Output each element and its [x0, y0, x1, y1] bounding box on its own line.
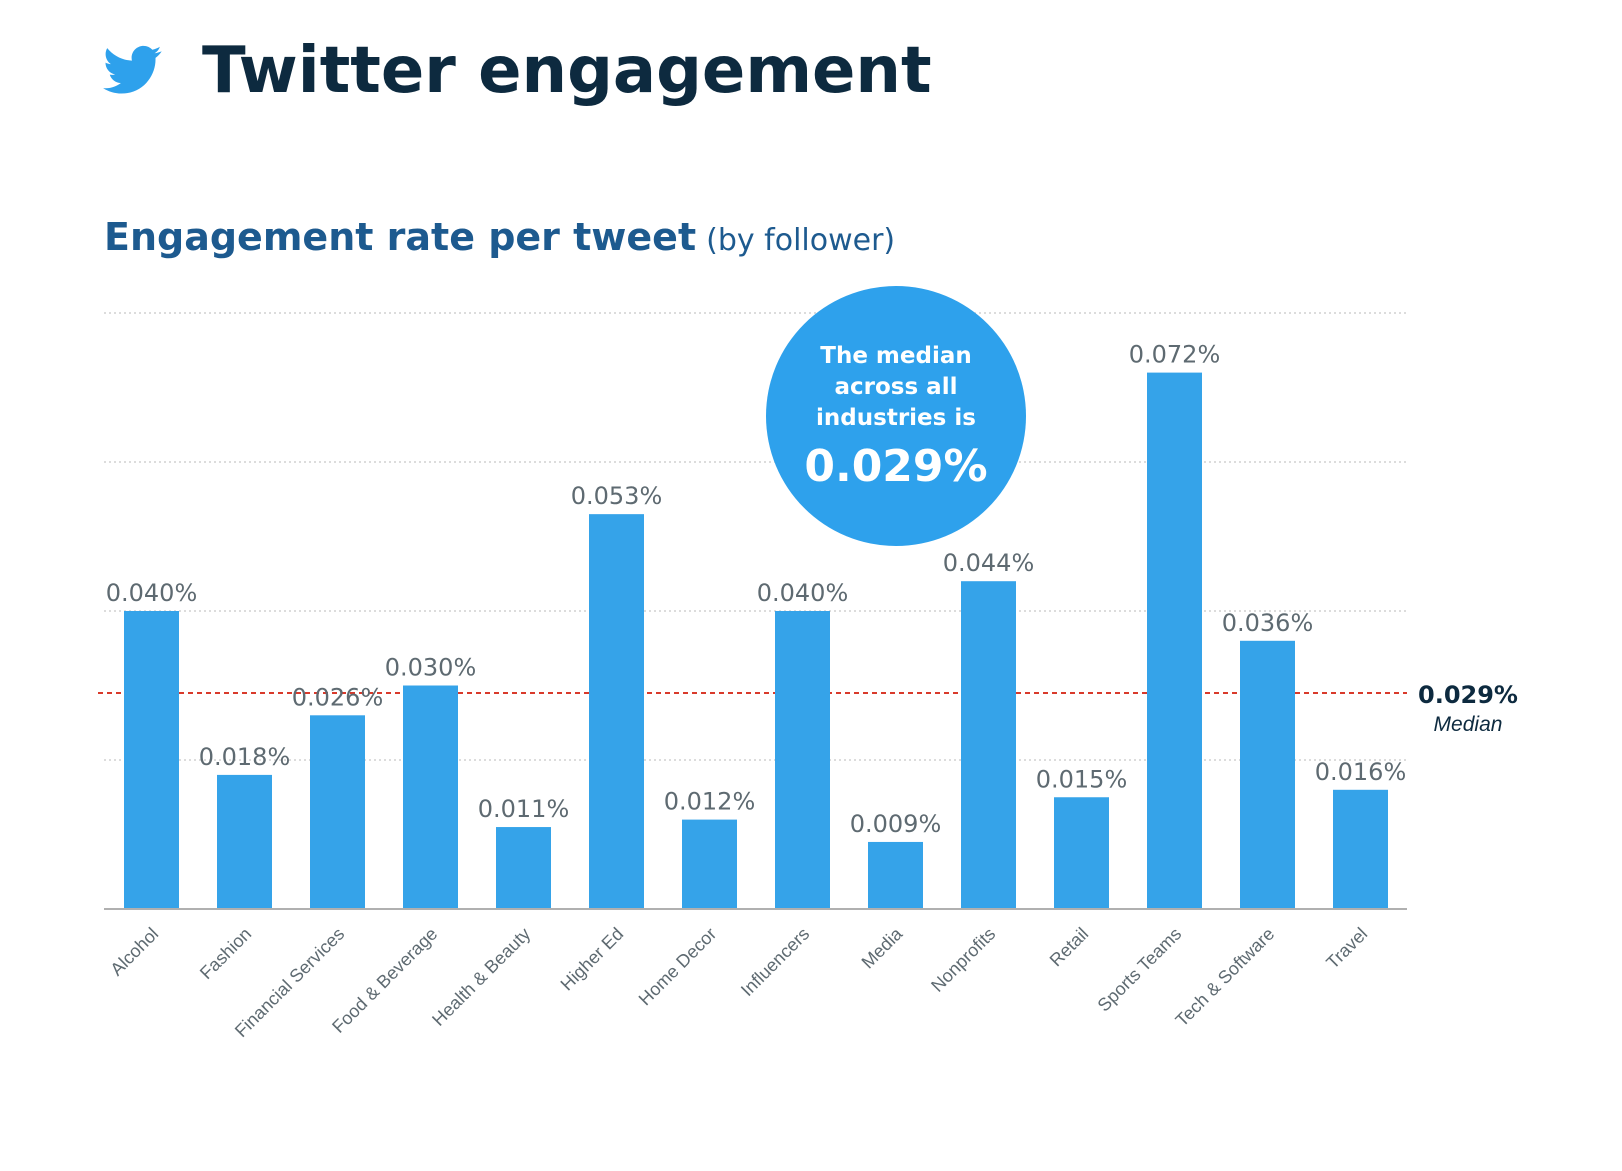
bar-health-beauty [496, 827, 551, 909]
bar-travel [1333, 789, 1388, 909]
x-tick-label: Higher Ed [557, 924, 628, 995]
bar-alcohol [124, 611, 179, 909]
callout-line: across all [835, 374, 958, 400]
x-tick-label: Retail [1046, 924, 1093, 971]
twitter-bird-shape [103, 45, 162, 94]
value-label: 0.053% [571, 482, 663, 510]
value-label: 0.012% [664, 788, 756, 816]
x-tick-label: Tech & Software [1172, 924, 1279, 1031]
median-callout: The median across all industries is 0.029% [766, 286, 1026, 546]
x-tick-label: Fashion [196, 924, 255, 983]
value-label: 0.040% [757, 579, 849, 607]
bar-financial-services [310, 715, 365, 909]
bar-fashion [217, 774, 272, 909]
page-title: Twitter engagement [202, 34, 932, 108]
bar-nonprofits [961, 581, 1016, 909]
x-tick-label: Influencers [737, 924, 813, 1000]
value-label: 0.018% [199, 743, 291, 771]
x-tick-label: Alcohol [106, 924, 162, 980]
bar-home-decor [682, 819, 737, 909]
x-tick-label: Sports Teams [1094, 924, 1186, 1016]
callout-value: 0.029% [804, 441, 987, 492]
bar-sports-teams [1147, 372, 1202, 910]
median-label: Median [1434, 713, 1503, 736]
value-label: 0.009% [850, 810, 942, 838]
value-labels: 0.040% 0.018% 0.026%0.030% 0.011% 0.053% 0.01… [106, 341, 1407, 838]
twitter-bird-icon [103, 45, 162, 94]
bar-food-beverage [403, 685, 458, 909]
callout-line: industries is [816, 405, 976, 431]
value-label: 0.016% [1315, 758, 1407, 786]
x-tick-label: Nonprofits [927, 924, 999, 996]
value-label: 0.015% [1036, 765, 1128, 793]
callout-line: The median [820, 343, 971, 369]
chart-subtitle-note: (by follower) [706, 223, 895, 258]
x-tick-label: Media [858, 923, 908, 973]
chart-title: Engagement rate per tweet [104, 215, 696, 259]
value-label: 0.030% [385, 654, 477, 682]
chart-subtitle: Engagement rate per tweet (by follower) [104, 215, 895, 259]
bar-influencers [775, 611, 830, 909]
x-tick-label: Home Decor [635, 924, 721, 1010]
bar-higher-ed [589, 514, 644, 909]
x-tick-label: Health & Beauty [428, 924, 534, 1030]
bar-tech-software [1240, 640, 1295, 909]
bars [104, 372, 1407, 910]
value-label: 0.044% [943, 549, 1035, 577]
bar-media [868, 841, 923, 909]
x-tick-label: Travel [1322, 924, 1371, 973]
value-label: 0.040% [106, 579, 198, 607]
value-label: 0.036% [1222, 609, 1314, 637]
callout-circle [766, 286, 1026, 546]
value-label: 0.072% [1129, 341, 1221, 369]
value-label: 0.011% [478, 795, 570, 823]
value-label: 0.026% [292, 683, 384, 711]
bar-retail [1054, 797, 1109, 909]
median-value-label: 0.029% [1418, 681, 1518, 709]
